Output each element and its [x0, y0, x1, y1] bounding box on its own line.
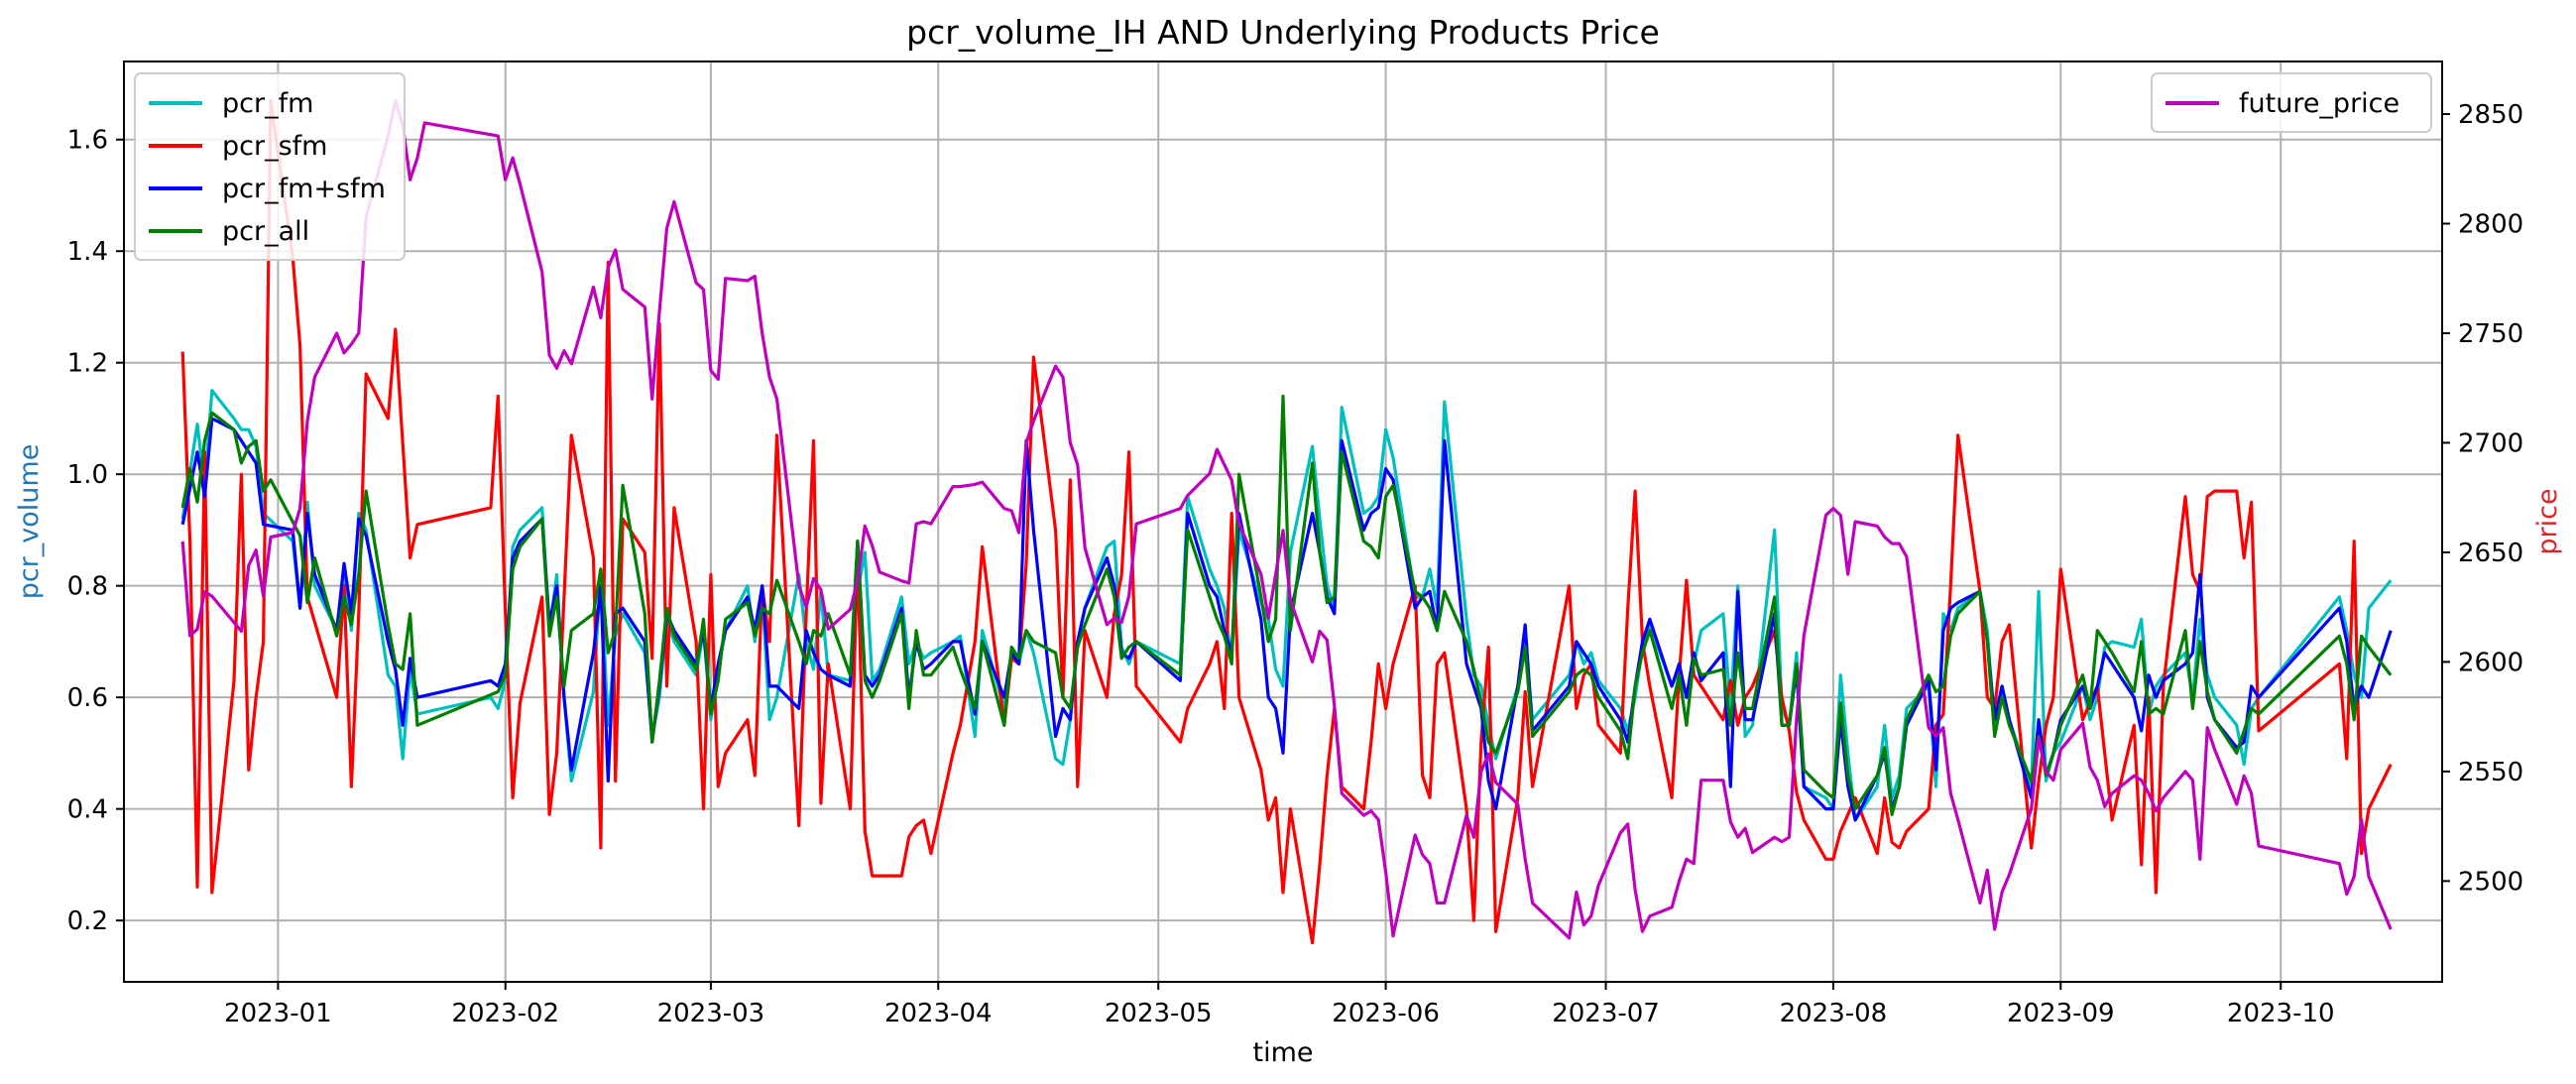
y-left-tick-label: 0.2: [67, 906, 108, 936]
legend-label: pcr_all: [222, 216, 309, 247]
plot-frame: [123, 60, 2443, 983]
legend-label: pcr_fm: [222, 88, 313, 119]
chart-title: pcr_volume_IH AND Underlying Products Pr…: [906, 13, 1660, 52]
x-tick-label: 2023-05: [1105, 999, 1213, 1028]
y-right-tick-label: 2700: [2458, 428, 2523, 458]
y-left-tick-label: 1.0: [67, 460, 108, 490]
legend-label: pcr_fm+sfm: [222, 174, 386, 204]
y-right-tick-label: 2500: [2458, 867, 2523, 897]
legend-box: [134, 72, 406, 261]
y-axis-label-left: pcr_volume: [14, 444, 45, 600]
x-tick-label: 2023-09: [2007, 999, 2115, 1028]
legend-label: future_price: [2239, 88, 2400, 119]
y-left-tick-label: 0.6: [67, 683, 108, 713]
y-right-tick-label: 2850: [2458, 100, 2523, 130]
legend-label: pcr_sfm: [222, 131, 327, 162]
y-right-tick-label: 2650: [2458, 539, 2523, 568]
series-lines: [180, 98, 2393, 945]
y-left-tick-label: 0.4: [67, 795, 108, 825]
y-left-tick-label: 1.2: [67, 349, 108, 379]
x-tick-label: 2023-08: [1780, 999, 1888, 1028]
y-right-tick-label: 2600: [2458, 648, 2523, 677]
x-tick-label: 2023-02: [451, 999, 559, 1028]
x-axis-label: time: [1252, 1037, 1313, 1068]
legend-left: pcr_fm pcr_sfm pcr_fm+sfm pcr_all: [134, 72, 406, 261]
x-tick-label: 2023-01: [224, 999, 332, 1028]
x-tick-label: 2023-03: [657, 999, 765, 1028]
y-left-tick-label: 1.6: [67, 126, 108, 156]
x-tick-label: 2023-06: [1332, 999, 1440, 1028]
y-right-tick-label: 2550: [2458, 758, 2523, 787]
axis-ticks: 2023-01 2023-02 2023-03 2023-04 2023-05 2023-…: [67, 100, 2524, 1028]
y-axis-label-right: price: [2532, 488, 2563, 554]
x-tick-label: 2023-07: [1552, 999, 1660, 1028]
legend-box: [2151, 72, 2432, 133]
legend-right: future_price: [2151, 72, 2432, 133]
y-left-tick-label: 1.4: [67, 237, 108, 267]
y-right-tick-label: 2750: [2458, 319, 2523, 349]
y-right-tick-label: 2800: [2458, 210, 2523, 240]
x-tick-label: 2023-10: [2227, 999, 2335, 1028]
series-line-pcr-all: [180, 394, 2393, 816]
grid-lines: [124, 61, 2442, 982]
x-tick-label: 2023-04: [884, 999, 993, 1028]
series-line-future-price: [180, 99, 2393, 940]
y-left-tick-label: 0.8: [67, 572, 108, 602]
